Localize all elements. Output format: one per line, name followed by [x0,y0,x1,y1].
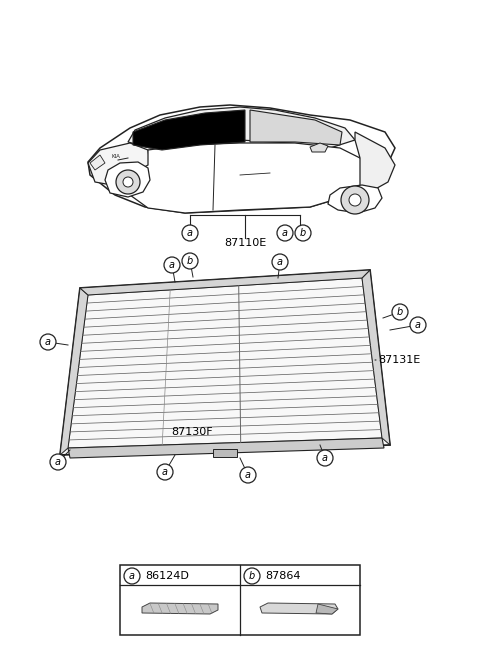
Text: a: a [277,257,283,267]
Polygon shape [88,143,150,188]
FancyBboxPatch shape [120,565,360,635]
Polygon shape [362,270,390,445]
Circle shape [295,225,311,241]
Circle shape [182,253,198,269]
Circle shape [50,454,66,470]
Polygon shape [68,438,384,458]
Polygon shape [142,603,218,614]
Text: b: b [249,571,255,581]
Text: a: a [169,260,175,270]
Circle shape [349,194,361,206]
Text: 87131E: 87131E [378,355,420,365]
Text: 86124D: 86124D [145,571,189,581]
Text: KIA: KIA [111,155,120,159]
Text: a: a [282,228,288,238]
Circle shape [272,254,288,270]
Polygon shape [80,270,370,295]
Text: b: b [187,256,193,266]
Circle shape [240,467,256,483]
Polygon shape [328,185,382,213]
Polygon shape [310,143,328,152]
Polygon shape [68,278,382,448]
Polygon shape [88,105,395,213]
Polygon shape [260,603,338,614]
Polygon shape [130,143,370,213]
Circle shape [124,568,140,584]
Circle shape [164,257,180,273]
Circle shape [157,464,173,480]
Polygon shape [355,132,395,192]
Circle shape [277,225,293,241]
Text: 87864: 87864 [265,571,300,581]
Circle shape [410,317,426,333]
Text: a: a [129,571,135,581]
Circle shape [40,334,56,350]
Polygon shape [316,604,338,614]
Circle shape [182,225,198,241]
Polygon shape [60,270,390,455]
Text: a: a [415,320,421,330]
Text: a: a [322,453,328,463]
Polygon shape [250,110,342,145]
Polygon shape [105,162,150,197]
Text: a: a [45,337,51,347]
Text: b: b [300,228,306,238]
Text: a: a [162,467,168,477]
Circle shape [123,177,133,187]
Circle shape [392,304,408,320]
Text: 87110E: 87110E [224,238,266,248]
Polygon shape [90,155,105,170]
Polygon shape [133,110,245,150]
Polygon shape [128,107,355,148]
Text: a: a [245,470,251,480]
Text: a: a [55,457,61,467]
Circle shape [116,170,140,194]
Circle shape [341,186,369,214]
FancyBboxPatch shape [213,449,237,457]
Text: a: a [187,228,193,238]
Polygon shape [60,288,88,455]
Text: 87130F: 87130F [171,427,213,437]
Text: b: b [397,307,403,317]
Circle shape [244,568,260,584]
Circle shape [317,450,333,466]
